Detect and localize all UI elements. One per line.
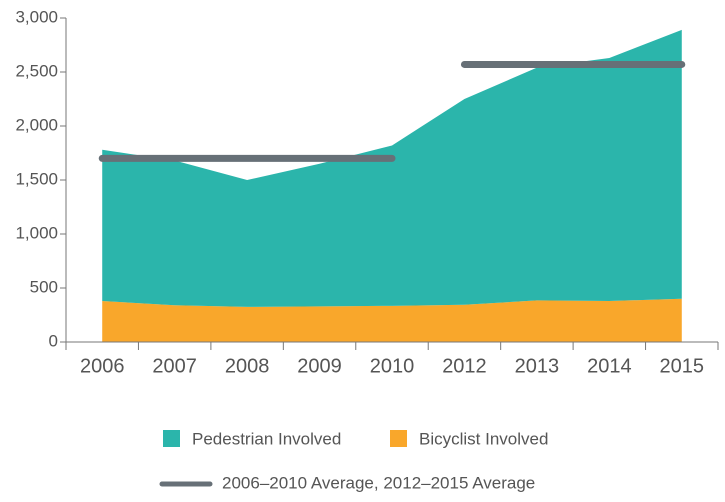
legend-swatch xyxy=(390,430,407,447)
x-tick-label: 2008 xyxy=(225,355,270,377)
legend-swatch xyxy=(163,430,180,447)
area xyxy=(102,29,682,307)
x-tick-label: 2010 xyxy=(370,355,415,377)
y-tick-label: 500 xyxy=(30,277,58,296)
legend-label: Pedestrian Involved xyxy=(192,429,341,448)
x-tick-label: 2013 xyxy=(515,355,560,377)
y-tick-label: 1,500 xyxy=(15,169,58,188)
x-tick-label: 2009 xyxy=(297,355,342,377)
area xyxy=(102,298,682,342)
x-tick-label: 2007 xyxy=(152,355,197,377)
y-tick-label: 0 xyxy=(49,331,58,350)
x-tick-label: 2012 xyxy=(442,355,487,377)
y-tick-label: 2,500 xyxy=(15,61,58,80)
x-tick-label: 2014 xyxy=(587,355,632,377)
x-tick-label: 2015 xyxy=(660,355,705,377)
y-tick-label: 3,000 xyxy=(15,7,58,26)
y-tick-label: 2,000 xyxy=(15,115,58,134)
legend-label: 2006–2010 Average, 2012–2015 Average xyxy=(222,473,535,492)
y-tick-label: 1,000 xyxy=(15,223,58,242)
legend-label: Bicyclist Involved xyxy=(419,429,548,448)
x-tick-label: 2006 xyxy=(80,355,125,377)
